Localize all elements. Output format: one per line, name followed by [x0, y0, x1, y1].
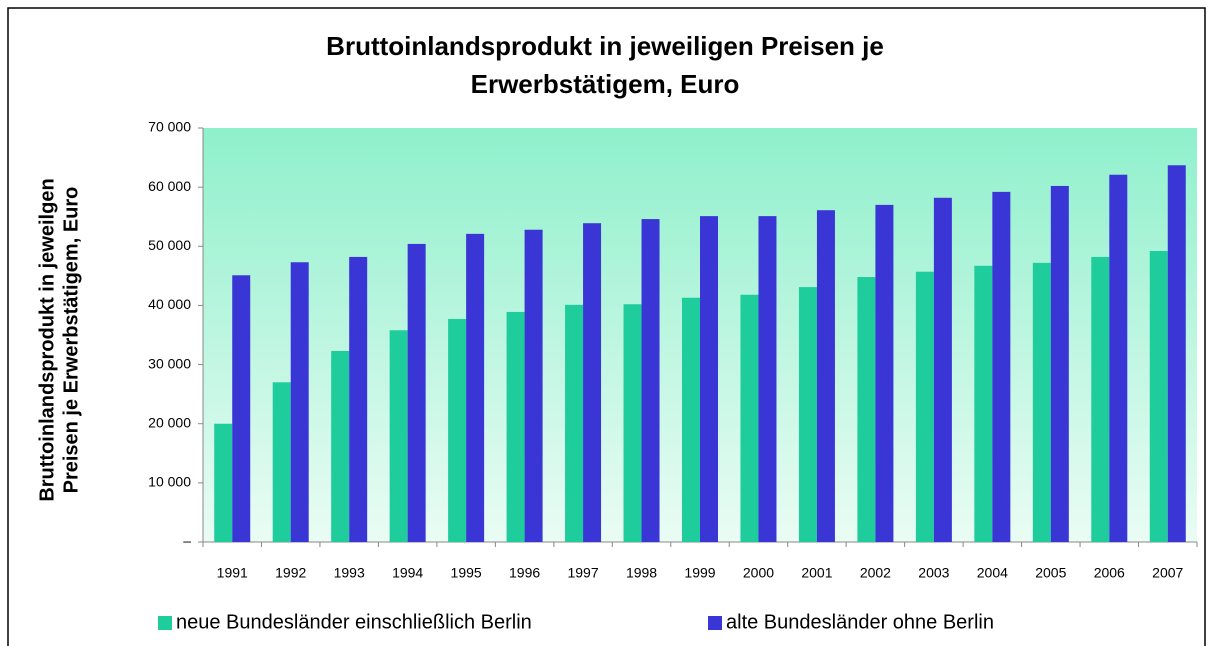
- y-tick-label: 50 000: [148, 237, 191, 253]
- x-tick-label: 1996: [509, 565, 540, 581]
- y-tick-label: 10 000: [148, 474, 191, 490]
- bar: [290, 262, 309, 542]
- bar: [389, 330, 408, 542]
- y-axis-label: Preisen je Erwerbstätigem, Euro: [60, 187, 82, 494]
- x-tick-label: 2003: [918, 565, 949, 581]
- bar: [565, 304, 584, 542]
- bar: [915, 271, 934, 542]
- bar: [682, 297, 700, 542]
- bar: [740, 294, 759, 542]
- bar: [506, 311, 525, 542]
- x-tick-label: 2006: [1094, 565, 1125, 581]
- x-tick-label: 1997: [567, 565, 598, 581]
- x-tick-label: 1992: [275, 565, 306, 581]
- bar: [466, 233, 485, 542]
- bar: [933, 197, 952, 542]
- bar: [407, 243, 426, 543]
- bar: [214, 423, 233, 542]
- bar: [700, 216, 718, 542]
- bar: [1050, 185, 1069, 542]
- x-tick-label: 2004: [977, 565, 1008, 581]
- y-tick-label: 40 000: [148, 296, 191, 312]
- bar: [816, 210, 835, 543]
- chart-title: Erwerbstätigem, Euro: [471, 69, 740, 99]
- y-tick-label: 20 000: [148, 414, 191, 430]
- legend-label: neue Bundesländer einschließlich Berlin: [176, 611, 532, 633]
- bar: [875, 204, 894, 542]
- x-tick-label: 2000: [743, 565, 774, 581]
- y-tick-label: 70 000: [148, 119, 191, 135]
- x-tick-label: 2002: [860, 565, 891, 581]
- bar: [798, 287, 817, 542]
- bar: [641, 219, 660, 542]
- x-tick-label: 1998: [626, 565, 657, 581]
- bar: [331, 350, 350, 542]
- bar: [623, 304, 642, 542]
- x-tick-label: 1995: [451, 565, 482, 581]
- x-tick-label: 1994: [392, 565, 423, 581]
- bar: [232, 275, 251, 542]
- bar: [1149, 251, 1168, 542]
- frame: [7, 7, 1206, 646]
- bar: [349, 256, 368, 542]
- y-axis-label: Bruttoinlandsprodukt in jeweilgen: [36, 178, 58, 501]
- chart-title: Bruttoinlandsprodukt in jeweiligen Preis…: [326, 31, 884, 61]
- y-tick-label: 30 000: [148, 355, 191, 371]
- bar: [1091, 256, 1110, 542]
- bar: [758, 216, 777, 542]
- bar: [974, 265, 993, 542]
- bar: [1032, 262, 1051, 542]
- bar: [1167, 165, 1186, 542]
- bar: [448, 319, 467, 542]
- x-tick-label: 1999: [684, 565, 715, 581]
- bar: [857, 277, 876, 542]
- bar: [583, 223, 602, 542]
- legend-swatch: [708, 616, 722, 630]
- x-tick-label: 2005: [1035, 565, 1066, 581]
- x-tick-label: 1993: [334, 565, 365, 581]
- x-tick-label: 2007: [1152, 565, 1183, 581]
- y-tick-label: –: [183, 533, 191, 549]
- bar: [524, 229, 543, 542]
- legend-label: alte Bundesländer ohne Berlin: [726, 611, 994, 633]
- x-tick-label: 2001: [801, 565, 832, 581]
- y-tick-label: 60 000: [148, 178, 191, 194]
- x-tick-label: 1991: [217, 565, 248, 581]
- legend-swatch: [158, 616, 172, 630]
- bar: [992, 191, 1011, 543]
- bar: [272, 382, 291, 542]
- bar: [1109, 174, 1128, 543]
